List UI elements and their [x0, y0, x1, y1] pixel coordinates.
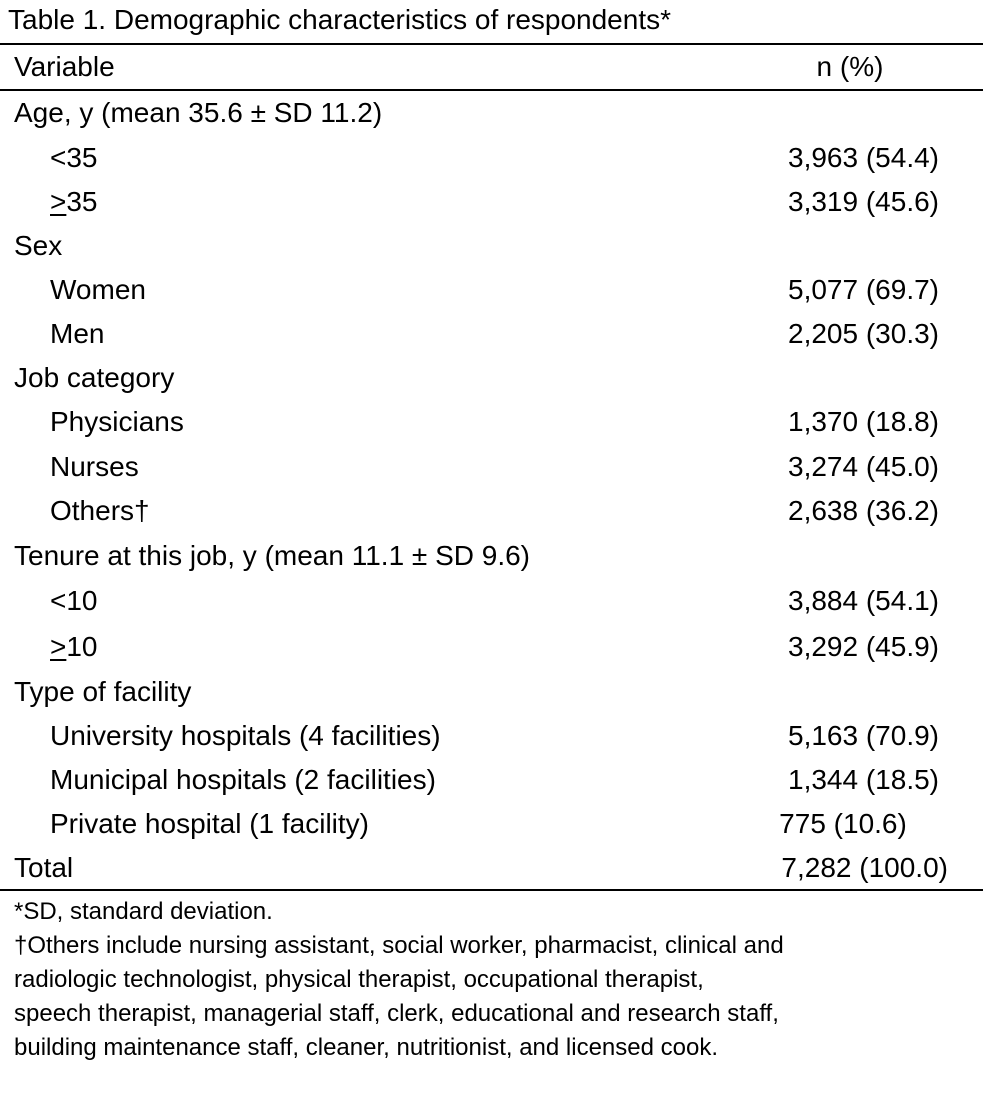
greater-equal-symbol: >	[50, 631, 67, 662]
row-label: Nurses	[50, 451, 139, 482]
threshold-value: 10	[66, 585, 98, 616]
footnotes: *SD, standard deviation. †Others include…	[14, 895, 964, 1065]
row-tenure-lt10: <10 3,884 (54.1)	[0, 579, 983, 623]
footnote-others-line: building maintenance staff, cleaner, nut…	[14, 1034, 718, 1061]
row-label: Tenure at this job, y (mean 11.1 ± SD 9.…	[14, 540, 530, 571]
row-label: Others†	[50, 495, 150, 526]
threshold-value: 10	[66, 631, 98, 662]
row-facility-private: Private hospital (1 facility) 775 (10.6)	[0, 802, 983, 846]
footnote-sd: *SD, standard deviation.	[14, 898, 273, 925]
row-job: Job category	[0, 356, 983, 400]
row-job-others: Others† 2,638 (36.2)	[0, 489, 983, 533]
row-facility-municipal: Municipal hospitals (2 facilities) 1,344…	[0, 758, 983, 802]
row-label: <10	[50, 579, 98, 623]
less-than-symbol: <	[50, 142, 67, 173]
greater-equal-symbol: >	[50, 186, 67, 217]
header-rule	[0, 89, 983, 91]
row-job-nurses: Nurses 3,274 (45.0)	[0, 445, 983, 489]
threshold-value: 35	[66, 142, 98, 173]
row-sex-women: Women 5,077 (69.7)	[0, 268, 983, 312]
row-label: Age, y (mean 35.6 ± SD 11.2)	[14, 97, 383, 128]
row-label: Women	[50, 274, 146, 305]
row-label: Physicians	[50, 406, 184, 437]
row-tenure: Tenure at this job, y (mean 11.1 ± SD 9.…	[0, 534, 983, 578]
row-value: 3,274 (45.0)	[788, 451, 939, 482]
row-facility: Type of facility	[0, 670, 983, 714]
footnote-others-line: †Others include nursing assistant, socia…	[14, 932, 784, 959]
row-value: 1,370 (18.8)	[788, 406, 939, 437]
table-caption: Table 1. Demographic characteristics of …	[8, 4, 672, 35]
row-sex-men: Men 2,205 (30.3)	[0, 312, 983, 356]
row-facility-university: University hospitals (4 facilities) 5,16…	[0, 714, 983, 758]
row-label: >35	[50, 180, 98, 224]
footnote-others-line: speech therapist, managerial staff, cler…	[14, 1000, 779, 1027]
row-value: 7,282 (100.0)	[781, 852, 948, 883]
row-value: 1,344 (18.5)	[788, 764, 939, 795]
row-age: Age, y (mean 35.6 ± SD 11.2)	[0, 91, 983, 135]
row-label: >10	[50, 625, 98, 669]
row-age-ge35: >35 3,319 (45.6)	[0, 180, 983, 224]
row-value: 3,292 (45.9)	[788, 631, 939, 662]
row-value: 2,205 (30.3)	[788, 318, 939, 349]
row-total: Total 7,282 (100.0)	[0, 846, 983, 890]
row-label: Job category	[14, 362, 175, 393]
row-value: 3,963 (54.4)	[788, 142, 939, 173]
row-label: Municipal hospitals (2 facilities)	[50, 764, 436, 795]
row-value: 5,163 (70.9)	[788, 720, 939, 751]
row-value: 5,077 (69.7)	[788, 274, 939, 305]
header-value: n (%)	[816, 51, 884, 82]
row-label: Sex	[14, 230, 63, 261]
row-value: 775 (10.6)	[779, 808, 907, 839]
row-value: 3,884 (54.1)	[788, 585, 939, 616]
row-label: Private hospital (1 facility)	[50, 808, 370, 839]
row-label: University hospitals (4 facilities)	[50, 720, 441, 751]
header-variable: Variable	[14, 51, 115, 82]
row-label: <35	[50, 136, 98, 180]
bottom-rule	[0, 889, 983, 891]
less-than-symbol: <	[50, 585, 67, 616]
row-value: 2,638 (36.2)	[788, 495, 939, 526]
threshold-value: 35	[66, 186, 98, 217]
row-value: 3,319 (45.6)	[788, 186, 939, 217]
row-label: Type of facility	[14, 676, 192, 707]
footnote-others-line: radiologic technologist, physical therap…	[14, 966, 704, 993]
row-label: Men	[50, 318, 105, 349]
top-rule	[0, 43, 983, 45]
row-sex: Sex	[0, 224, 983, 268]
row-label: Total	[14, 852, 74, 883]
row-age-lt35: <35 3,963 (54.4)	[0, 136, 983, 180]
row-tenure-ge10: >10 3,292 (45.9)	[0, 625, 983, 669]
header-row: Variable n (%)	[0, 45, 983, 89]
row-job-physicians: Physicians 1,370 (18.8)	[0, 400, 983, 444]
